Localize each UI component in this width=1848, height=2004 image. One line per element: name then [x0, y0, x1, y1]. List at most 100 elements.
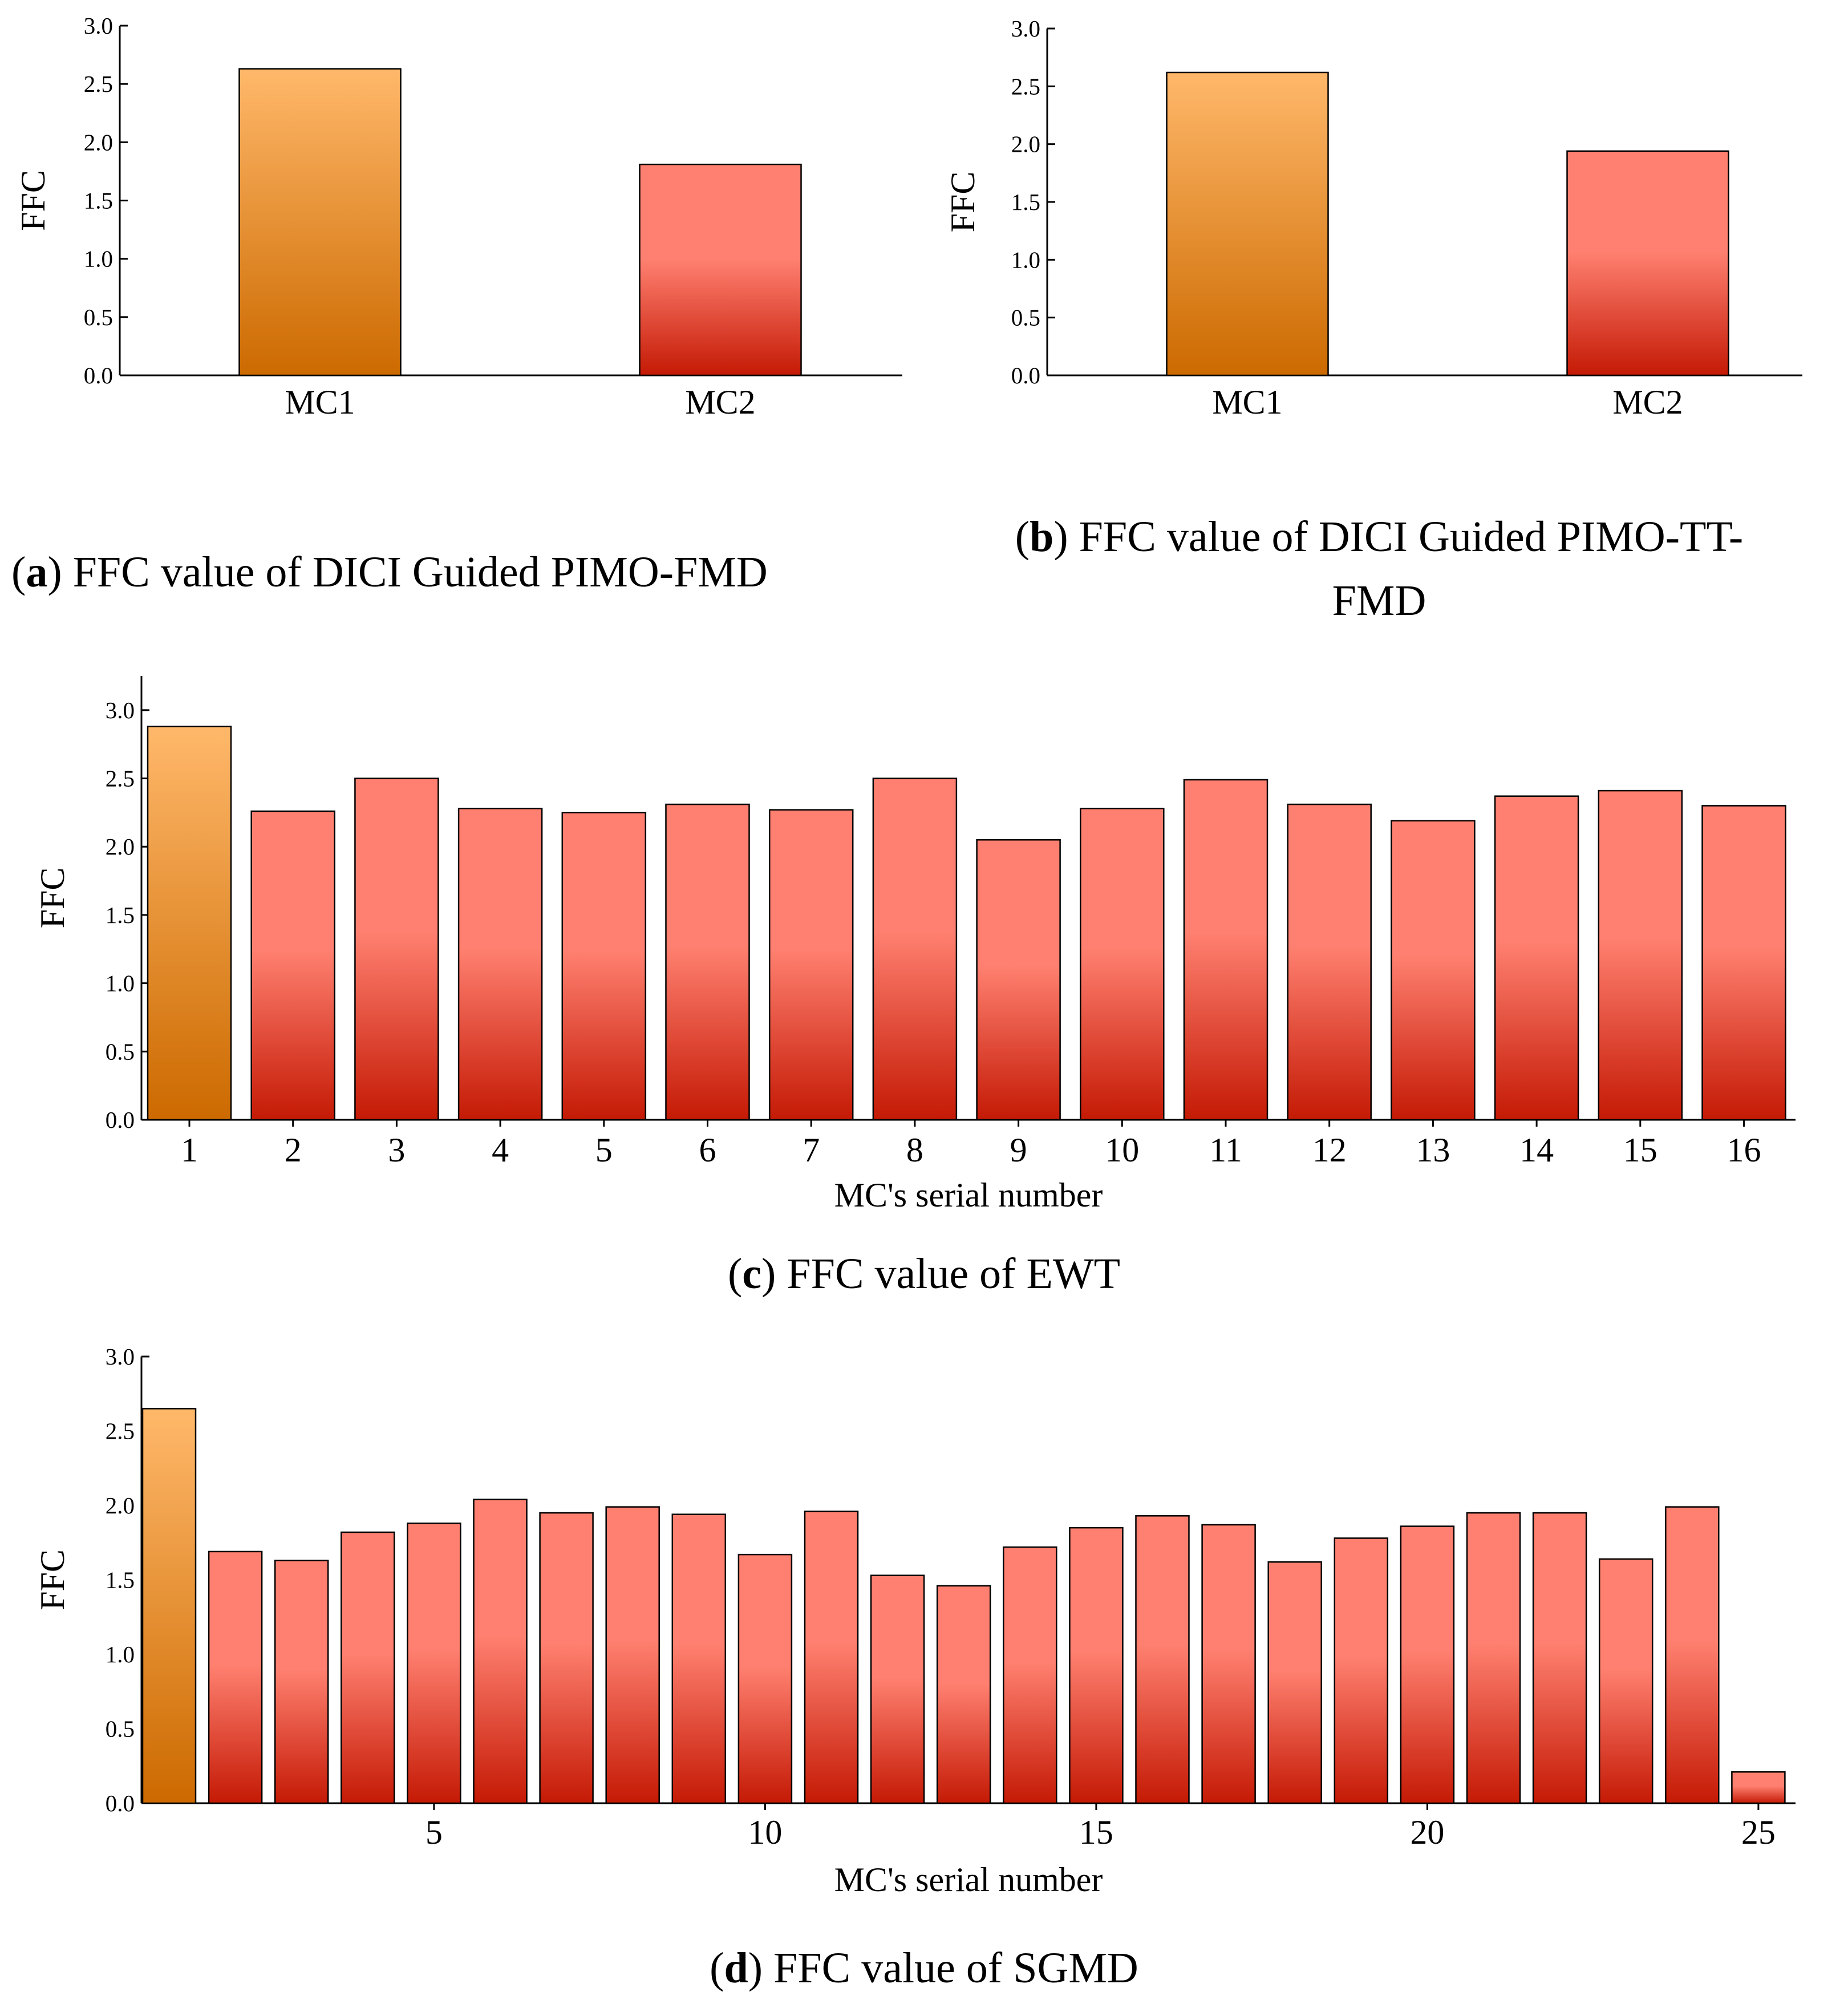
y-tick-label: 0.0 — [84, 362, 113, 388]
y-tick-label: 1.5 — [84, 188, 113, 214]
caption: FMD — [1332, 577, 1426, 625]
x-tick-label: 14 — [1519, 1131, 1554, 1169]
y-tick-label: 1.5 — [106, 1567, 135, 1593]
x-tick-label: 16 — [1727, 1131, 1761, 1169]
bar — [1400, 1525, 1455, 1804]
bar — [341, 1531, 395, 1804]
bar — [1566, 150, 1729, 376]
x-tick-label: 7 — [803, 1131, 820, 1169]
x-tick-label: 5 — [425, 1813, 443, 1851]
bar — [1135, 1515, 1190, 1804]
y-tick-label: 3.0 — [106, 1343, 135, 1370]
y-tick-label: 2.0 — [1011, 131, 1040, 157]
bar — [147, 726, 232, 1121]
bar — [768, 809, 854, 1121]
bar — [1287, 803, 1372, 1121]
y-axis-label: FFC — [14, 170, 52, 231]
bar — [1267, 1561, 1322, 1804]
bar — [936, 1585, 991, 1804]
bar — [872, 778, 958, 1121]
y-tick-label: 1.0 — [106, 1641, 135, 1667]
panel-b: 0.0 0.5 1.0 1.5 2.0 2.5 3.0 FFC MC1 MC2 (b) FFC va… — [944, 15, 1802, 625]
bar — [208, 1550, 263, 1804]
y-tick-label: 2.5 — [1011, 73, 1040, 99]
bar — [665, 803, 750, 1121]
x-tick-label: 15 — [1079, 1813, 1113, 1851]
caption: (c) FFC value of EWT — [728, 1250, 1120, 1298]
y-tick-label: 2.0 — [106, 1492, 135, 1519]
y-tick-label: 0.0 — [106, 1107, 135, 1133]
y-tick-label: 2.0 — [84, 129, 113, 155]
bar — [250, 810, 335, 1121]
bar — [1201, 1524, 1256, 1804]
y-tick-label: 0.5 — [106, 1038, 135, 1064]
y-tick-label: 0.5 — [84, 304, 113, 330]
x-tick-label: 10 — [1105, 1131, 1139, 1169]
x-tick-label: 2 — [285, 1131, 302, 1169]
x-axis-label: MC's serial number — [834, 1176, 1103, 1214]
bar — [1466, 1512, 1521, 1804]
y-tick-label: 2.5 — [106, 1418, 135, 1444]
x-tick-label: MC1 — [1212, 383, 1282, 421]
bar — [1069, 1527, 1124, 1804]
bar — [1494, 795, 1579, 1121]
bar — [539, 1512, 594, 1804]
y-axis-label: FFC — [34, 1549, 71, 1610]
y-tick-label: 0.5 — [106, 1716, 135, 1742]
y-tick-label: 1.0 — [1011, 246, 1040, 273]
x-tick-label: 13 — [1416, 1131, 1450, 1169]
x-tick-label: MC2 — [685, 383, 755, 421]
caption: (a) FFC value of DICI Guided PIMO-FMD — [11, 548, 768, 596]
y-tick-label: 0.5 — [1011, 305, 1040, 331]
x-tick-label: 12 — [1312, 1131, 1347, 1169]
bar — [1532, 1512, 1587, 1804]
x-tick-label: 6 — [699, 1131, 716, 1169]
y-tick-label: 2.5 — [106, 766, 135, 792]
x-tick-label: 15 — [1623, 1131, 1657, 1169]
x-tick-label: 3 — [388, 1131, 405, 1169]
caption: (d) FFC value of SGMD — [710, 1944, 1138, 1992]
y-tick-label: 3.0 — [1011, 15, 1040, 42]
x-tick-label: 1 — [181, 1131, 198, 1169]
caption: (b) FFC value of DICI Guided PIMO-TT- — [1015, 513, 1743, 561]
bar — [1391, 820, 1476, 1121]
bar — [976, 839, 1061, 1121]
x-axis-label: MC's serial number — [834, 1861, 1103, 1898]
y-tick-label: 1.5 — [106, 902, 135, 928]
x-tick-label: 9 — [1010, 1131, 1027, 1169]
bar — [457, 807, 543, 1121]
y-tick-label: 1.5 — [1011, 189, 1040, 215]
bar — [407, 1523, 461, 1804]
bar — [870, 1574, 925, 1804]
x-tick-label: 4 — [492, 1131, 509, 1169]
x-tick-label: 5 — [595, 1131, 613, 1169]
bar — [605, 1506, 660, 1804]
bar — [737, 1553, 793, 1804]
bar — [1598, 1558, 1654, 1804]
bar — [1334, 1537, 1389, 1804]
bar — [354, 778, 439, 1121]
y-axis-label: FFC — [34, 868, 71, 929]
x-tick-label: 11 — [1209, 1131, 1242, 1169]
x-tick-label: 10 — [748, 1813, 782, 1851]
x-tick-label: MC2 — [1612, 383, 1683, 421]
panel-a: 0.0 0.5 1.0 1.5 2.0 2.5 3.0 FFC MC1 MC2 (a) FFC va… — [11, 13, 902, 596]
y-tick-label: 0.0 — [1011, 362, 1040, 388]
bar — [804, 1511, 859, 1804]
y-tick-label: 0.0 — [106, 1790, 135, 1816]
y-tick-label: 2.5 — [84, 71, 113, 97]
panel-d: 0.0 0.5 1.0 1.5 2.0 2.5 3.0 FFC 5 10 15 20 25 MC's se… — [34, 1343, 1796, 1992]
bar — [238, 68, 402, 376]
y-tick-label: 3.0 — [84, 13, 113, 39]
y-tick-label: 3.0 — [106, 697, 135, 723]
bar — [639, 163, 802, 376]
bar — [671, 1513, 727, 1804]
y-axis-label: FFC — [944, 172, 982, 233]
bar — [1665, 1506, 1720, 1804]
bar — [274, 1560, 329, 1804]
bar — [1003, 1546, 1057, 1804]
bar — [473, 1499, 528, 1804]
x-tick-label: 25 — [1741, 1813, 1776, 1851]
bar — [1731, 1771, 1786, 1804]
